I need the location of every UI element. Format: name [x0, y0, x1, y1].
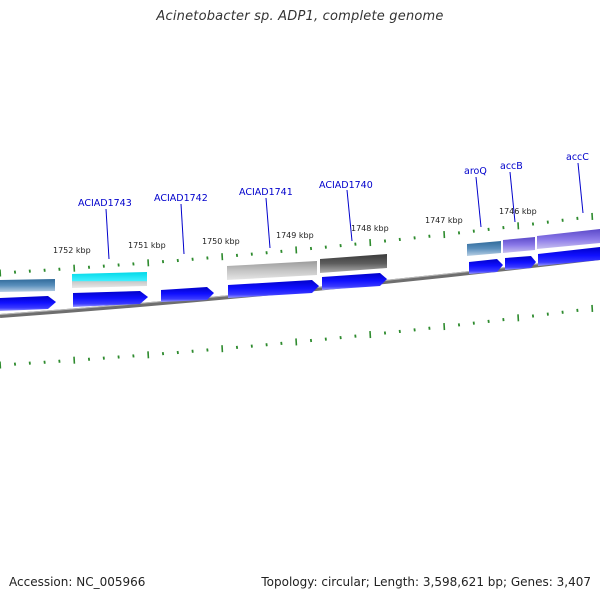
- leader-accb: [509, 171, 516, 223]
- leader-aciad1742: [180, 203, 185, 255]
- leader-accc: [577, 162, 584, 214]
- scale-label-1752: 1752 kbp: [53, 246, 91, 255]
- scale-label-1749: 1749 kbp: [276, 231, 314, 240]
- cds-arrow-aciad1743: [73, 291, 148, 307]
- cds-arrow-aroq: [469, 259, 503, 274]
- cds-arrow-accc: [538, 247, 600, 266]
- scale-label-1748: 1748 kbp: [351, 224, 389, 233]
- accession-text: Accession: NC_005966: [9, 575, 146, 589]
- feature-aciad1740: [320, 254, 387, 273]
- leader-aroq: [475, 176, 482, 228]
- gene-label-aciad1741: ACIAD1741: [239, 187, 293, 198]
- cds-arrow-aciad1740: [322, 273, 387, 290]
- gene-label-accb: accB: [500, 161, 523, 172]
- scale-tick-labels: 1752 kbp 1751 kbp 1750 kbp 1749 kbp 1748…: [53, 207, 537, 255]
- outer-scale-ticks: [0, 212, 594, 277]
- feature-aciad1741: [227, 261, 317, 280]
- cds-arrow-aciad1741: [228, 280, 319, 298]
- genome-title: Acinetobacter sp. ADP1, complete genome: [156, 9, 444, 24]
- feature-steel-left: [0, 279, 55, 292]
- cds-arrow-left: [0, 296, 56, 311]
- feature-accb: [503, 237, 535, 253]
- feature-aciad1743: [72, 272, 147, 288]
- genome-summary-text: Topology: circular; Length: 3,598,621 bp…: [261, 575, 591, 589]
- inner-scale-ticks: [0, 304, 594, 369]
- gene-label-aciad1742: ACIAD1742: [154, 193, 208, 204]
- scale-label-1746: 1746 kbp: [499, 207, 537, 216]
- leader-aciad1741: [265, 197, 271, 249]
- feature-aroq: [467, 241, 501, 256]
- gene-label-leaders: [105, 162, 584, 260]
- gene-label-aciad1740: ACIAD1740: [319, 180, 373, 191]
- gene-label-accc: accC: [566, 152, 589, 163]
- scale-label-1751: 1751 kbp: [128, 241, 166, 250]
- gene-label-aroq: aroQ: [464, 166, 487, 177]
- cds-arrow-accb: [505, 256, 536, 270]
- scale-label-1750: 1750 kbp: [202, 237, 240, 246]
- feature-track: [0, 229, 600, 292]
- leader-aciad1743: [105, 208, 110, 260]
- gene-labels: ACIAD1743 ACIAD1742 ACIAD1741 ACIAD1740 …: [78, 152, 589, 209]
- cds-track: [0, 247, 600, 311]
- feature-accc: [537, 229, 600, 249]
- scale-label-1747: 1747 kbp: [425, 216, 463, 225]
- gene-label-aciad1743: ACIAD1743: [78, 198, 132, 209]
- cds-arrow-aciad1742: [161, 287, 214, 302]
- leader-aciad1740: [346, 189, 353, 242]
